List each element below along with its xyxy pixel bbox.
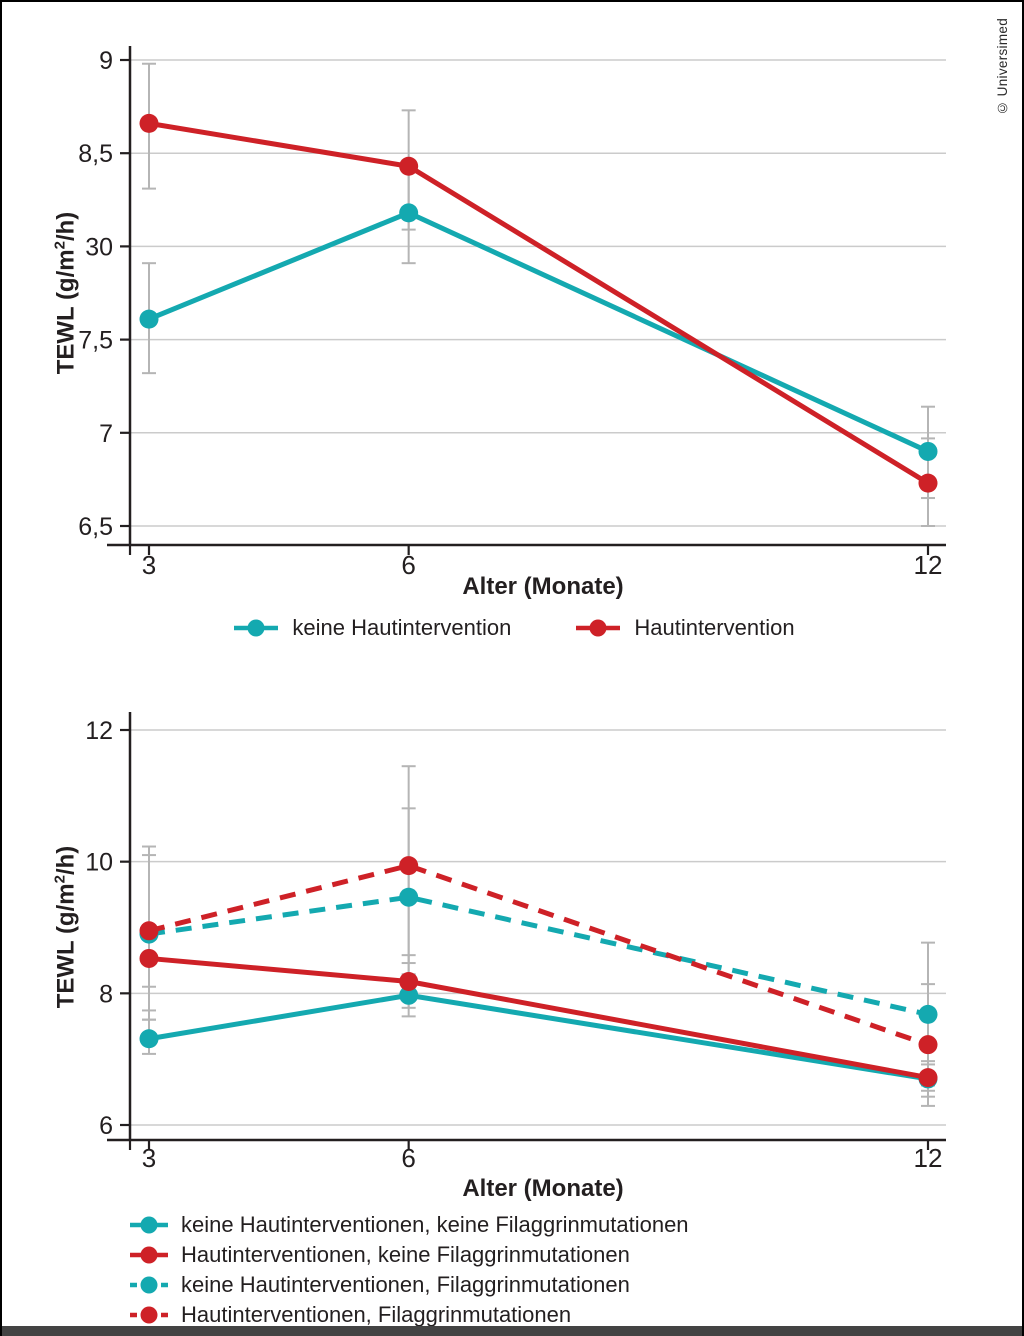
svg-text:7,5: 7,5 (78, 327, 113, 355)
legend-item-hautinterventionen-keine-filaggrin: Hautinterventionen, keine Filaggrinmutat… (130, 1242, 630, 1268)
legend-marker-dashed-red-icon (130, 1306, 168, 1324)
chart1-x-axis-title: Alter (Monate) (462, 573, 624, 600)
legend-label: Hautinterventionen, Filaggrinmutationen (181, 1302, 572, 1327)
legend-item-hautintervention: Hautintervention (575, 615, 795, 641)
bottom-frame-bar (2, 1326, 1022, 1336)
y-title-text: TEWL (g/m (52, 883, 80, 1009)
y-title-text-end: /h) (52, 211, 80, 242)
svg-text:9: 9 (99, 47, 113, 75)
svg-text:3: 3 (142, 1143, 156, 1173)
svg-text:12: 12 (914, 1143, 943, 1173)
svg-text:6,5: 6,5 (78, 513, 113, 541)
chart2-y-axis-title: TEWL (g/m2/h) (52, 846, 81, 1009)
chart2-x-axis-title: Alter (Monate) (462, 1175, 624, 1202)
legend-marker-solid-red-icon (576, 619, 621, 637)
legend-label: keine Hautinterventionen, keine Filaggri… (181, 1212, 689, 1237)
legend-item-hautinterventionen-filaggrin: Hautinterventionen, Filaggrinmutationen (130, 1302, 571, 1328)
svg-text:6: 6 (99, 1112, 113, 1140)
svg-text:12: 12 (85, 717, 113, 745)
legend-marker-solid-red-icon (130, 1246, 168, 1264)
legend-item-keine-hautinterventionen-keine-filaggrin: keine Hautinterventionen, keine Filaggri… (130, 1212, 689, 1238)
legend-item-keine-hautinterventionen-filaggrin: keine Hautinterventionen, Filaggrinmutat… (130, 1272, 630, 1298)
y-title-superscript: 2 (51, 875, 69, 884)
svg-text:10: 10 (85, 849, 113, 877)
svg-text:6: 6 (401, 550, 415, 580)
y-title-superscript: 2 (51, 241, 69, 250)
legend-marker-solid-teal-icon (234, 619, 279, 637)
svg-text:6: 6 (401, 1143, 415, 1173)
svg-text:8: 8 (99, 980, 113, 1008)
svg-text:3: 3 (142, 550, 156, 580)
svg-text:30: 30 (85, 233, 113, 261)
legend-marker-dashed-teal-icon (130, 1276, 168, 1294)
legend-label: Hautinterventionen, keine Filaggrinmutat… (181, 1242, 630, 1267)
chart1-y-axis-title: TEWL (g/m2/h) (52, 212, 81, 375)
svg-text:12: 12 (914, 550, 943, 580)
chart1-legend: keine Hautintervention Hautintervention (2, 615, 1022, 641)
legend-label: Hautintervention (634, 615, 795, 640)
y-title-text: TEWL (g/m (52, 249, 80, 375)
legend-label: keine Hautinterventionen, Filaggrinmutat… (181, 1272, 630, 1297)
copyright-watermark: © Universimed (995, 18, 1010, 116)
y-title-text-end: /h) (52, 845, 80, 876)
legend-item-keine-hautintervention: keine Hautintervention (233, 615, 511, 641)
legend-marker-solid-teal-icon (130, 1216, 168, 1234)
svg-text:8,5: 8,5 (78, 140, 113, 168)
svg-text:7: 7 (99, 420, 113, 448)
chart2-legend: keine Hautinterventionen, keine Filaggri… (130, 1212, 689, 1328)
legend-label: keine Hautintervention (292, 615, 512, 640)
